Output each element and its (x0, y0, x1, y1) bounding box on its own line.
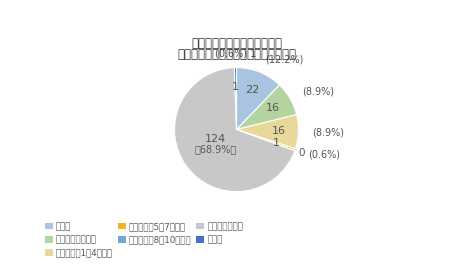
Legend: 妊娠前, 妊娠がわかった時, 妊娠初期（1〜4か月）, 妊娠中期（5〜7ヶ月）, 妊娠後期（8〜10ヶ月）, 検討していない, その他: 妊娠前, 妊娠がわかった時, 妊娠初期（1〜4か月）, 妊娠中期（5〜7ヶ月）,… (45, 222, 243, 258)
Text: (8.9%): (8.9%) (302, 87, 334, 97)
Text: 16: 16 (272, 126, 286, 136)
Text: (8.9%): (8.9%) (312, 127, 344, 137)
Text: 0: 0 (298, 148, 305, 158)
Wedge shape (236, 68, 280, 129)
Text: 出生前診断を検討された方は: 出生前診断を検討された方は (191, 37, 282, 50)
Text: 22: 22 (245, 85, 259, 95)
Text: （68.9%）: （68.9%） (194, 144, 236, 154)
Wedge shape (236, 129, 296, 151)
Wedge shape (236, 129, 295, 151)
Text: (0.6%): (0.6%) (308, 149, 340, 159)
Text: (0.6%) 1: (0.6%) 1 (215, 49, 256, 59)
Wedge shape (234, 68, 236, 129)
Text: いつごろから検討され始めましたか？: いつごろから検討され始めましたか？ (177, 48, 296, 61)
Text: 1: 1 (232, 82, 239, 92)
Text: 16: 16 (266, 104, 280, 114)
Text: (12.2%): (12.2%) (265, 54, 303, 64)
Text: 1: 1 (273, 138, 280, 148)
Wedge shape (236, 115, 298, 149)
Wedge shape (236, 85, 297, 129)
Wedge shape (175, 68, 295, 192)
Text: 124: 124 (205, 134, 226, 144)
